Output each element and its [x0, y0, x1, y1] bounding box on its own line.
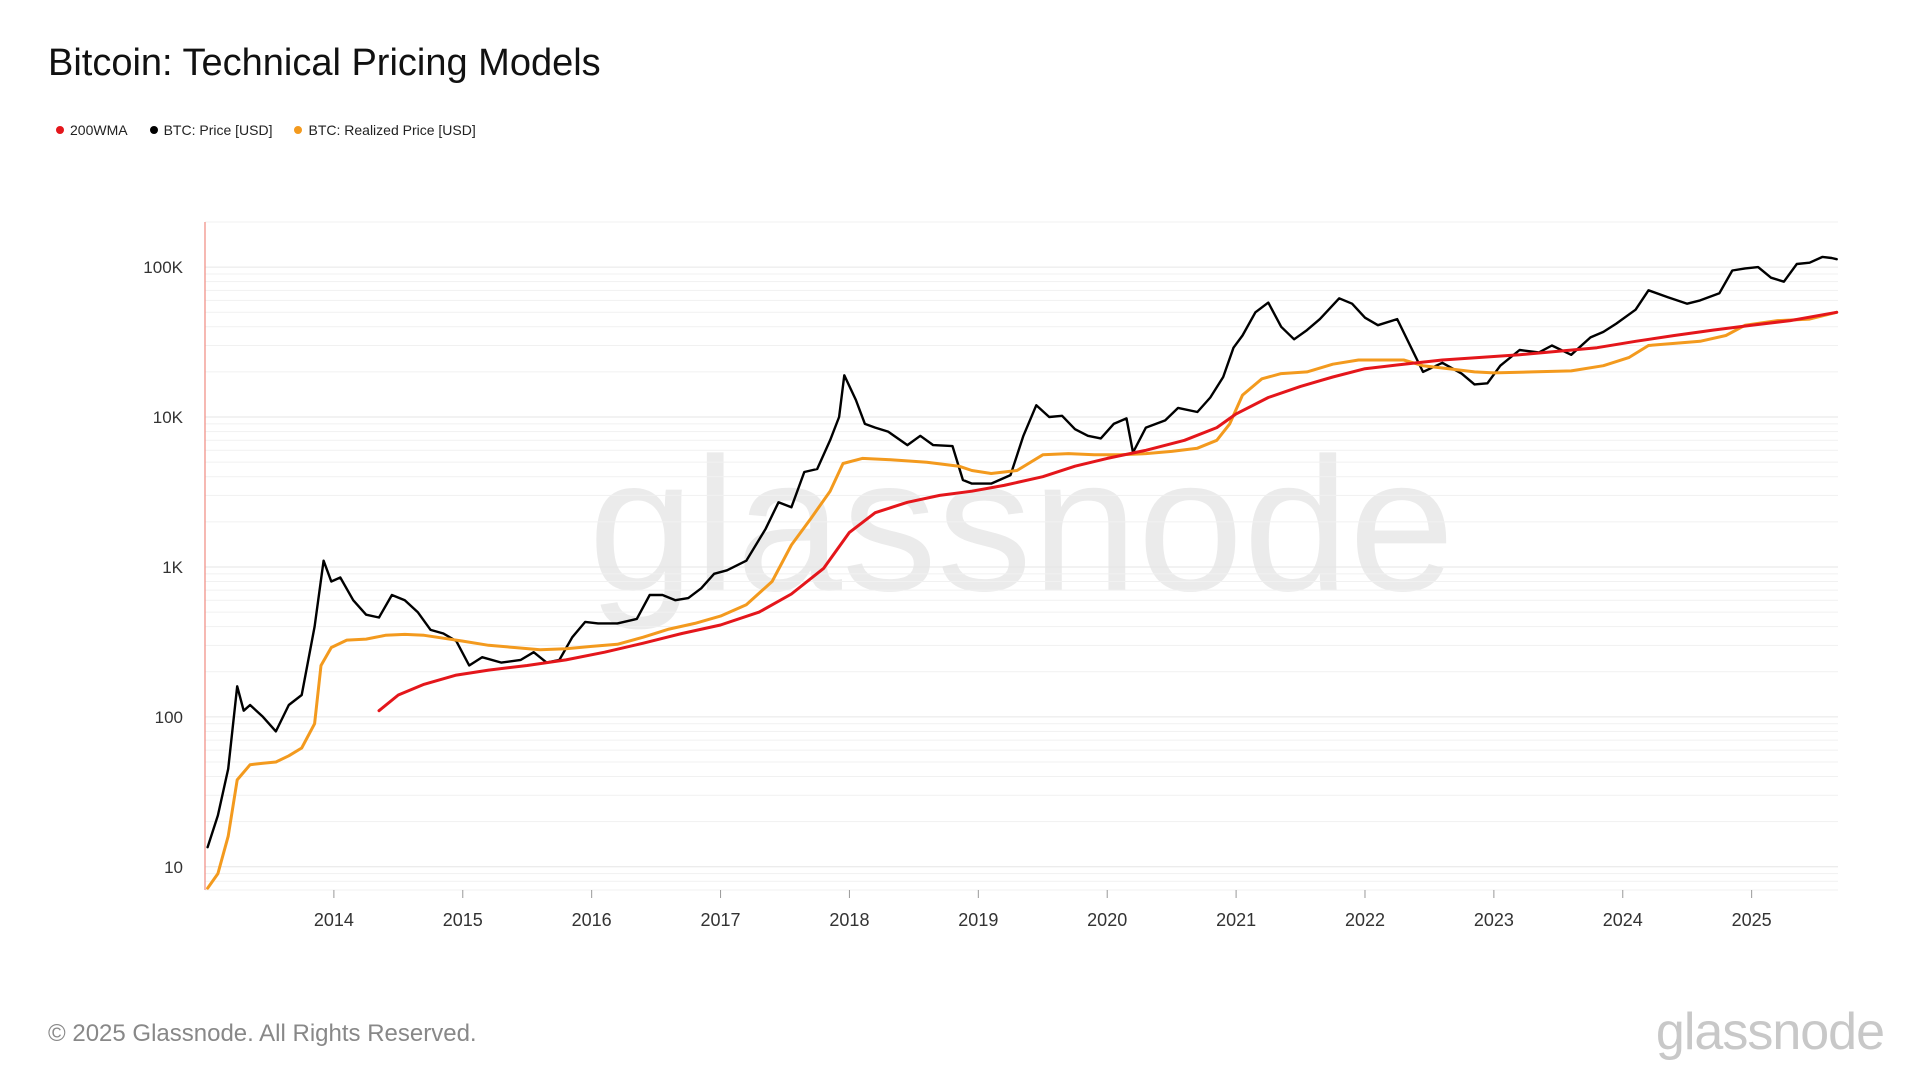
x-tick-label: 2017 — [701, 910, 741, 930]
legend-label: BTC: Price [USD] — [163, 122, 273, 138]
x-tick-label: 2022 — [1345, 910, 1385, 930]
x-tick-label: 2016 — [572, 910, 612, 930]
x-tick-label: 2025 — [1732, 910, 1772, 930]
x-tick-label: 2021 — [1216, 910, 1256, 930]
x-tick-label: 2024 — [1603, 910, 1643, 930]
x-tick-label: 2018 — [829, 910, 869, 930]
y-tick-label: 1K — [162, 558, 183, 577]
x-tick-label: 2015 — [443, 910, 483, 930]
legend-label: BTC: Realized Price [USD] — [308, 122, 476, 138]
x-tick-label: 2020 — [1087, 910, 1127, 930]
chart-plot[interactable]: glassnode 10 100 1K 10K 100K 2014 2015 2016 2017 2… — [0, 0, 1920, 1000]
copyright-text: © 2025 Glassnode. All Rights Reserved. — [48, 1020, 477, 1047]
series-line-btc-realized-price-usd — [206, 310, 1839, 890]
legend-item-price[interactable]: BTC: Price [USD] — [149, 122, 273, 138]
chart-legend: 200WMA BTC: Price [USD] BTC: Realized Pr… — [56, 122, 476, 138]
legend-item-200wma[interactable]: 200WMA — [56, 122, 128, 138]
y-tick-label: 100K — [143, 258, 183, 277]
x-tick-label: 2014 — [314, 910, 354, 930]
gridlines — [205, 221, 1838, 891]
legend-label: 200WMA — [70, 122, 128, 138]
y-tick-label: 10 — [164, 858, 183, 877]
glassnode-logo: glassnode — [1655, 1003, 1885, 1061]
x-tick-label: 2023 — [1474, 910, 1514, 930]
legend-marker — [56, 126, 64, 134]
y-tick-label: 100 — [155, 708, 183, 727]
series-line-btc-price-usd — [206, 255, 1838, 849]
y-tick-label: 10K — [153, 408, 184, 427]
page-title: Bitcoin: Technical Pricing Models — [48, 42, 601, 84]
legend-marker — [149, 126, 158, 134]
chart-watermark: glassnode — [588, 419, 1454, 631]
series-line-200wma — [377, 310, 1839, 713]
legend-marker — [294, 126, 303, 134]
x-tick-label: 2019 — [958, 910, 998, 930]
legend-item-realized-price[interactable]: BTC: Realized Price [USD] — [294, 122, 476, 138]
